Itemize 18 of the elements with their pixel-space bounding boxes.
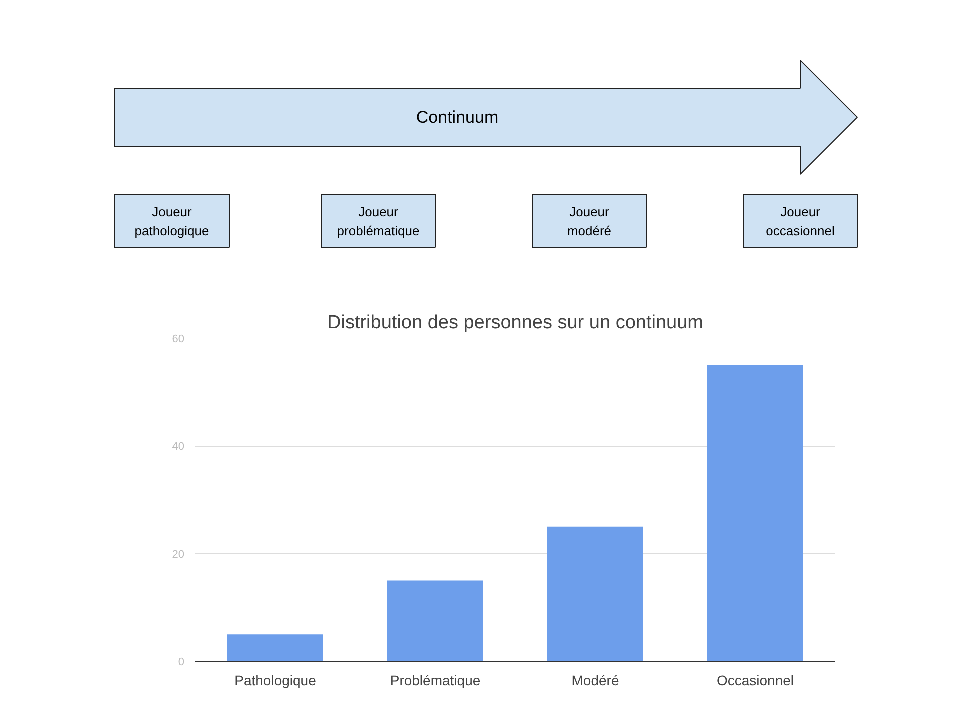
text: Joueur pathologique	[134, 204, 210, 238]
bar	[228, 634, 324, 662]
y-tick-label: 20	[172, 548, 185, 561]
bar	[708, 365, 804, 662]
text: Joueur occasionnel	[766, 204, 835, 238]
bar	[548, 526, 644, 662]
y-tick-label: 40	[172, 441, 185, 454]
x-tick-label: Pathologique	[234, 672, 317, 688]
y-tick-label: 60	[172, 334, 185, 346]
y-tick-label: 0	[178, 656, 185, 668]
x-tick-label: Problématique	[390, 672, 481, 688]
text: Joueur modéré	[567, 204, 612, 238]
text: Continuum	[416, 108, 499, 127]
chart-title: Distribution des personnes sur un continuum	[328, 312, 704, 334]
x-tick-label: Occasionnel	[716, 672, 794, 688]
bar	[388, 580, 484, 662]
text: Joueur problématique	[337, 204, 420, 238]
x-tick-label: Modéré	[572, 672, 620, 688]
